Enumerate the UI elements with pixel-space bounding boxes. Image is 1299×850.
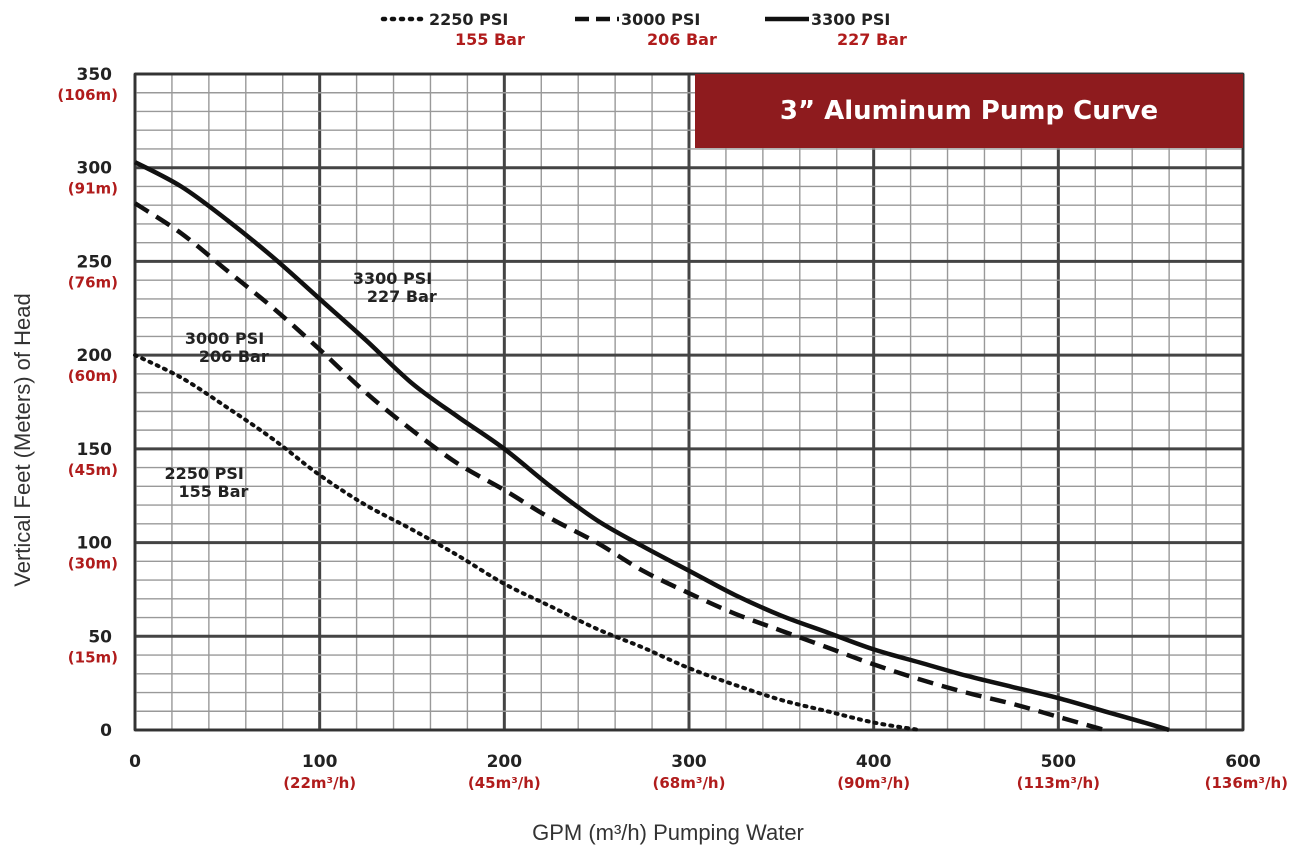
x-tick-label: 200 [487,752,523,772]
y-tick-label: 300 [77,159,113,179]
series-line-3 [133,160,1170,733]
curve-annotation-bar: 206 Bar [199,347,269,366]
y-tick-metric-label: (106m) [57,86,118,104]
x-tick-label: 400 [856,752,892,772]
chart-title: 3” Aluminum Pump Curve [779,96,1159,126]
x-tick-label: 0 [129,752,141,772]
y-tick-label: 50 [88,627,112,647]
y-tick-metric-label: (30m) [68,555,118,573]
x-tick-metric-label: (113m³/h) [1017,774,1100,792]
x-axis-title: GPM (m³/h) Pumping Water [532,820,804,845]
plot-border [133,72,1245,732]
legend-sublabel: 206 Bar [647,30,717,49]
x-tick-label: 300 [671,752,707,772]
y-tick-label: 150 [77,440,113,460]
x-tick-label: 100 [302,752,338,772]
legend-label: 2250 PSI [429,10,508,29]
x-tick-metric-label: (136m³/h) [1205,774,1288,792]
series-lines [133,160,1170,733]
y-tick-metric-label: (15m) [68,648,118,666]
x-tick-metric-label: (22m³/h) [283,774,356,792]
y-tick-label: 200 [77,346,113,366]
curve-annotation-pressure: 2250 PSI [165,464,244,483]
curve-annotation-pressure: 3300 PSI [353,269,432,288]
legend-label: 3300 PSI [811,10,890,29]
y-tick-label: 250 [77,252,113,272]
y-axis-ticks: 0 50(15m) 100(30m) 150(45m) 200(60m) 250(76m)… [57,65,118,741]
x-tick-label: 500 [1041,752,1077,772]
y-tick-metric-label: (60m) [68,367,118,385]
y-axis-title: Vertical Feet (Meters) of Head [10,293,35,586]
y-tick-label: 350 [77,65,113,85]
x-tick-metric-label: (90m³/h) [837,774,910,792]
x-axis-ticks: 0 100 (22m³/h) 200 (45m³/h) 300 (68m³/h) 400 (90… [129,752,1288,792]
legend-sublabel: 155 Bar [455,30,525,49]
y-tick-metric-label: (45m) [68,461,118,479]
legend-sublabel: 227 Bar [837,30,907,49]
series-line-2 [133,201,1106,733]
y-tick-label: 0 [100,721,112,741]
x-tick-metric-label: (45m³/h) [468,774,541,792]
curve-annotation-pressure: 3000 PSI [185,329,264,348]
y-tick-metric-label: (76m) [68,273,118,291]
y-tick-label: 100 [77,534,113,554]
curve-annotation-bar: 227 Bar [367,287,437,306]
curve-annotation-bar: 155 Bar [179,482,249,501]
legend-label: 3000 PSI [621,10,700,29]
grid [133,72,1245,732]
x-tick-metric-label: (68m³/h) [653,774,726,792]
x-tick-label: 600 [1225,752,1261,772]
y-tick-metric-label: (91m) [68,180,118,198]
chart-title-banner: 3” Aluminum Pump Curve [695,74,1243,148]
